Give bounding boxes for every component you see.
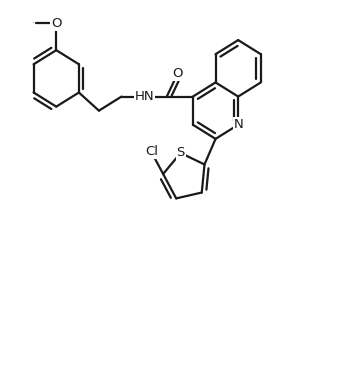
Text: Cl: Cl (145, 145, 158, 158)
Text: HN: HN (135, 90, 154, 103)
Text: O: O (33, 22, 34, 24)
Text: O: O (51, 17, 61, 30)
Text: S: S (176, 147, 185, 160)
Text: O: O (172, 67, 183, 80)
Text: N: N (233, 118, 243, 131)
